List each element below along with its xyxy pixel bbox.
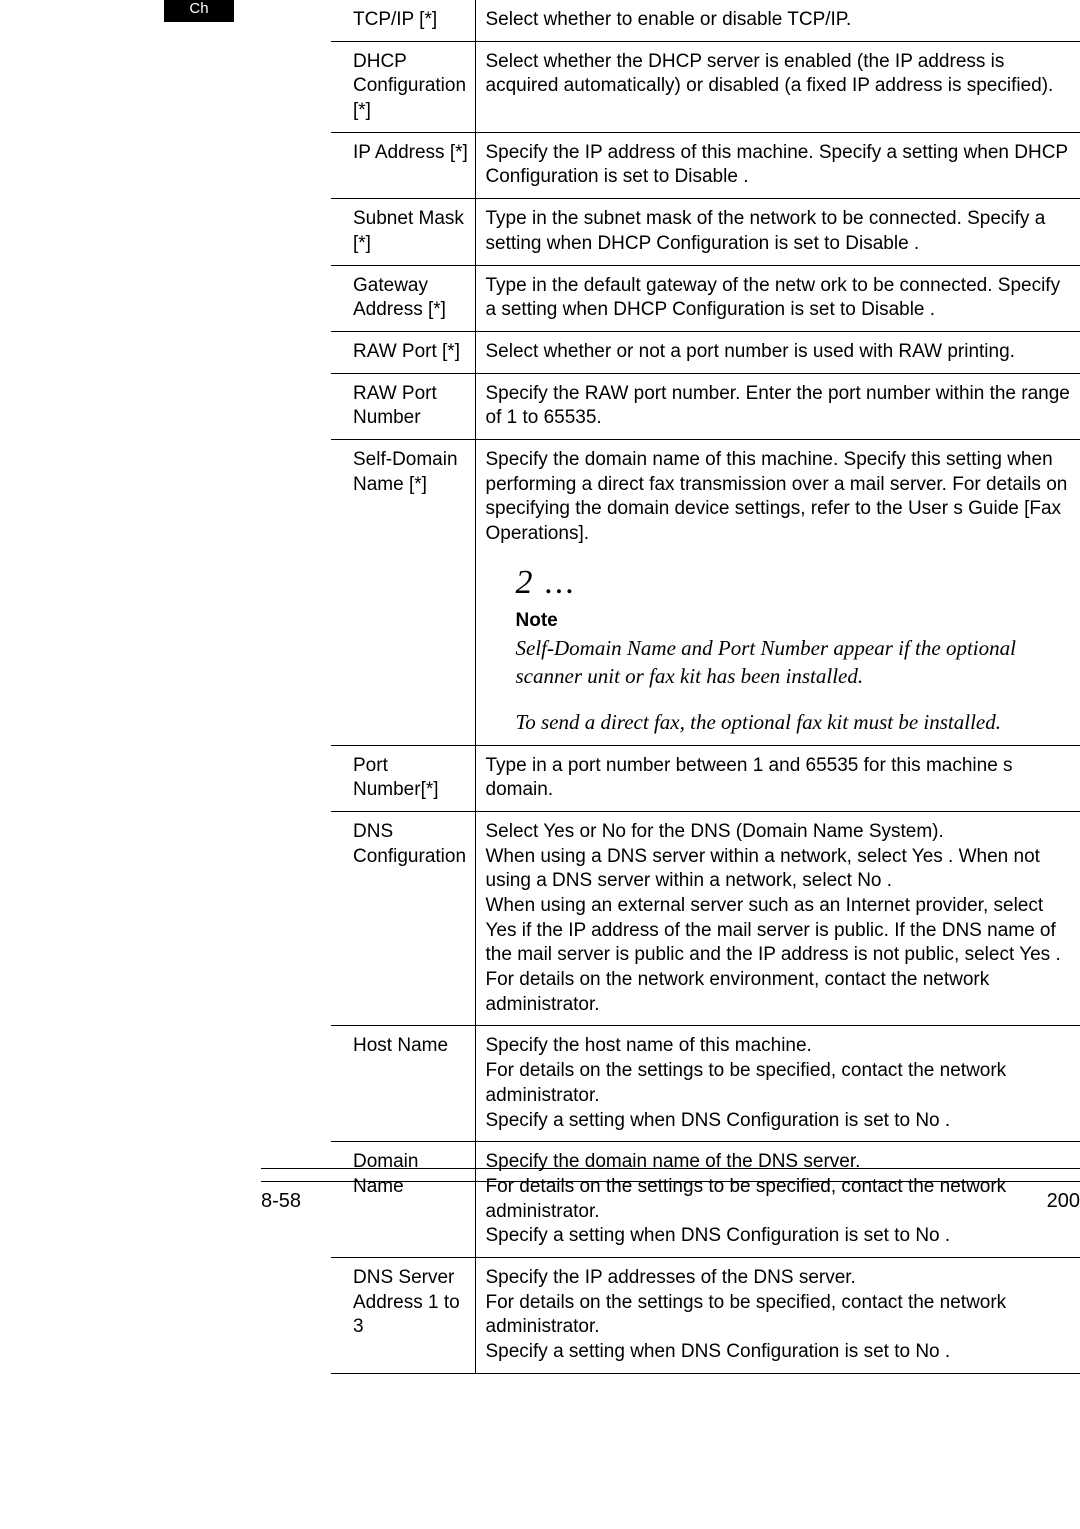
description-cell: Select Yes or No for the DNS (Domain Nam…: [475, 811, 1080, 1026]
vertical-section-title: Specifying settings using PageScope Web …: [178, 0, 208, 70]
description-text: When using a DNS server within a network…: [486, 845, 1071, 894]
description-text: Specify the IP address of this machine. …: [486, 141, 1071, 190]
item-cell: TCP/IP [*]: [331, 0, 475, 41]
item-cell: RAW Port Number: [331, 373, 475, 439]
note-block: 2 ... NoteSelf-Domain Name and Port Numbe…: [486, 561, 1071, 737]
note-label: Note: [516, 609, 1071, 634]
page-footer: 8-58 200: [261, 1181, 1080, 1213]
description-cell: Select whether or not a port number is u…: [475, 331, 1080, 373]
description-cell: Specify the domain name of this machine.…: [475, 439, 1080, 745]
item-cell: DHCP Configuration [*]: [331, 41, 475, 132]
description-text: Specify the domain name of this machine.…: [486, 448, 1071, 547]
item-cell: DNS Configuration: [331, 811, 475, 1026]
item-cell: Gateway Address [*]: [331, 265, 475, 331]
description-text: Select whether or not a port number is u…: [486, 340, 1071, 365]
table-row: IP Address [*]Specify the IP address of …: [331, 132, 1080, 198]
description-text: Specify a setting when DNS Configuration…: [486, 1340, 1071, 1365]
note-line: Self-Domain Name and Port Number appear …: [516, 634, 1071, 691]
description-text: Specify the host name of this machine.: [486, 1034, 1071, 1059]
table-row: Subnet Mask [*]Type in the subnet mask o…: [331, 199, 1080, 265]
description-cell: Specify the IP address of this machine. …: [475, 132, 1080, 198]
note-symbol: 2 ...: [516, 561, 1071, 605]
note-line: To send a direct fax, the optional fax k…: [516, 708, 1071, 736]
description-cell: Specify the IP addresses of the DNS serv…: [475, 1257, 1080, 1373]
item-cell: IP Address [*]: [331, 132, 475, 198]
page-number-right: 200: [1047, 1190, 1080, 1213]
description-cell: Type in the subnet mask of the network t…: [475, 199, 1080, 265]
description-text: Specify a setting when DNS Configuration…: [486, 1109, 1071, 1134]
description-text: Specify the IP addresses of the DNS serv…: [486, 1266, 1071, 1291]
description-cell: Specify the host name of this machine.Fo…: [475, 1026, 1080, 1142]
description-text: For details on the settings to be specif…: [486, 1059, 1071, 1108]
item-cell: Port Number[*]: [331, 745, 475, 811]
table-row: Host NameSpecify the host name of this m…: [331, 1026, 1080, 1142]
description-text: Specify the domain name of the DNS serve…: [486, 1150, 1071, 1175]
table-row: Gateway Address [*]Type in the default g…: [331, 265, 1080, 331]
description-text: Type in a port number between 1 and 6553…: [486, 754, 1071, 803]
table-row: DHCP Configuration [*]Select whether the…: [331, 41, 1080, 132]
table-row: TCP/IP [*] Select whether to enable or di…: [331, 0, 1080, 41]
item-cell: DNS Server Address 1 to 3: [331, 1257, 475, 1373]
table-row: DNS Configuration Select Yes or No for th…: [331, 811, 1080, 1026]
description-text: Select whether to enable or disable TCP/…: [486, 8, 1071, 33]
table-row: Port Number[*]Type in a port number betw…: [331, 745, 1080, 811]
description-text: Specify the RAW port number. Enter the p…: [486, 382, 1071, 431]
item-cell: Subnet Mask [*]: [331, 199, 475, 265]
description-text: Type in the subnet mask of the network t…: [486, 207, 1071, 256]
table-row: RAW Port NumberSpecify the RAW port numb…: [331, 373, 1080, 439]
footer-divider: [261, 1168, 1080, 1169]
page-number-left: 8-58: [261, 1190, 301, 1213]
description-cell: Type in the default gateway of the netw …: [475, 265, 1080, 331]
item-cell: Host Name: [331, 1026, 475, 1142]
description-cell: Select whether the DHCP server is enable…: [475, 41, 1080, 132]
description-text: When using an external server such as an…: [486, 894, 1071, 968]
description-cell: Specify the RAW port number. Enter the p…: [475, 373, 1080, 439]
description-cell: Select whether to enable or disable TCP/…: [475, 0, 1080, 41]
item-cell: RAW Port [*]: [331, 331, 475, 373]
table-row: RAW Port [*] Select whether or not a port…: [331, 331, 1080, 373]
description-text: For details on the network environment, …: [486, 968, 1071, 1017]
table-row: DNS Server Address 1 to 3 Specify the IP …: [331, 1257, 1080, 1373]
description-cell: Type in a port number between 1 and 6553…: [475, 745, 1080, 811]
item-cell: Self-Domain Name [*]: [331, 439, 475, 745]
description-text: Select Yes or No for the DNS (Domain Nam…: [486, 820, 1071, 845]
description-text: Select whether the DHCP server is enable…: [486, 50, 1071, 99]
description-text: For details on the settings to be specif…: [486, 1291, 1071, 1340]
description-text: Specify a setting when DNS Configuration…: [486, 1224, 1071, 1249]
description-text: Type in the default gateway of the netw …: [486, 274, 1071, 323]
table-row: Self-Domain Name [*]Specify the domain n…: [331, 439, 1080, 745]
